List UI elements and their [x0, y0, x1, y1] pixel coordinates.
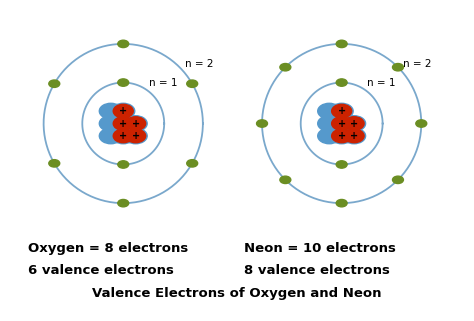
Text: n = 2: n = 2: [185, 59, 213, 69]
Text: +: +: [350, 118, 358, 128]
Circle shape: [392, 176, 403, 184]
Circle shape: [330, 116, 353, 131]
Circle shape: [256, 120, 267, 127]
Circle shape: [100, 128, 122, 144]
Circle shape: [336, 79, 347, 86]
Circle shape: [343, 116, 365, 131]
Text: n = 2: n = 2: [403, 59, 432, 69]
Text: Neon = 10 electrons: Neon = 10 electrons: [244, 242, 396, 255]
Circle shape: [330, 103, 353, 119]
Circle shape: [318, 116, 341, 131]
Circle shape: [332, 117, 352, 130]
Text: +: +: [119, 131, 128, 141]
Circle shape: [318, 103, 341, 119]
Circle shape: [112, 128, 135, 144]
Circle shape: [126, 117, 146, 130]
Circle shape: [332, 129, 352, 143]
Circle shape: [416, 120, 427, 127]
Circle shape: [113, 104, 133, 118]
Circle shape: [280, 64, 291, 71]
Circle shape: [332, 104, 352, 118]
Text: +: +: [350, 131, 358, 141]
Text: +: +: [337, 118, 346, 128]
Circle shape: [124, 128, 147, 144]
Circle shape: [100, 103, 122, 119]
Text: Valence Electrons of Oxygen and Neon: Valence Electrons of Oxygen and Neon: [92, 287, 382, 300]
Circle shape: [343, 128, 365, 144]
Circle shape: [318, 128, 341, 144]
Circle shape: [49, 80, 60, 87]
Text: +: +: [119, 118, 128, 128]
Text: +: +: [132, 131, 140, 141]
Text: n = 1: n = 1: [149, 78, 177, 88]
Circle shape: [336, 40, 347, 48]
Circle shape: [118, 79, 129, 86]
Circle shape: [118, 161, 129, 168]
Circle shape: [344, 129, 364, 143]
Text: +: +: [337, 106, 346, 116]
Circle shape: [49, 160, 60, 167]
Circle shape: [344, 117, 364, 130]
Text: +: +: [337, 131, 346, 141]
Circle shape: [280, 176, 291, 184]
Circle shape: [100, 116, 122, 131]
Circle shape: [330, 128, 353, 144]
Text: 8 valence electrons: 8 valence electrons: [244, 264, 390, 277]
Text: +: +: [132, 118, 140, 128]
Text: n = 1: n = 1: [367, 78, 396, 88]
Circle shape: [112, 103, 135, 119]
Circle shape: [118, 40, 129, 48]
Circle shape: [336, 161, 347, 168]
Text: 6 valence electrons: 6 valence electrons: [27, 264, 173, 277]
Circle shape: [392, 64, 403, 71]
Circle shape: [126, 129, 146, 143]
Text: Oxygen = 8 electrons: Oxygen = 8 electrons: [27, 242, 188, 255]
Circle shape: [112, 116, 135, 131]
Circle shape: [187, 160, 198, 167]
Circle shape: [113, 117, 133, 130]
Circle shape: [336, 199, 347, 207]
Circle shape: [124, 116, 147, 131]
Circle shape: [118, 199, 129, 207]
Circle shape: [113, 129, 133, 143]
Circle shape: [187, 80, 198, 87]
Text: +: +: [119, 106, 128, 116]
